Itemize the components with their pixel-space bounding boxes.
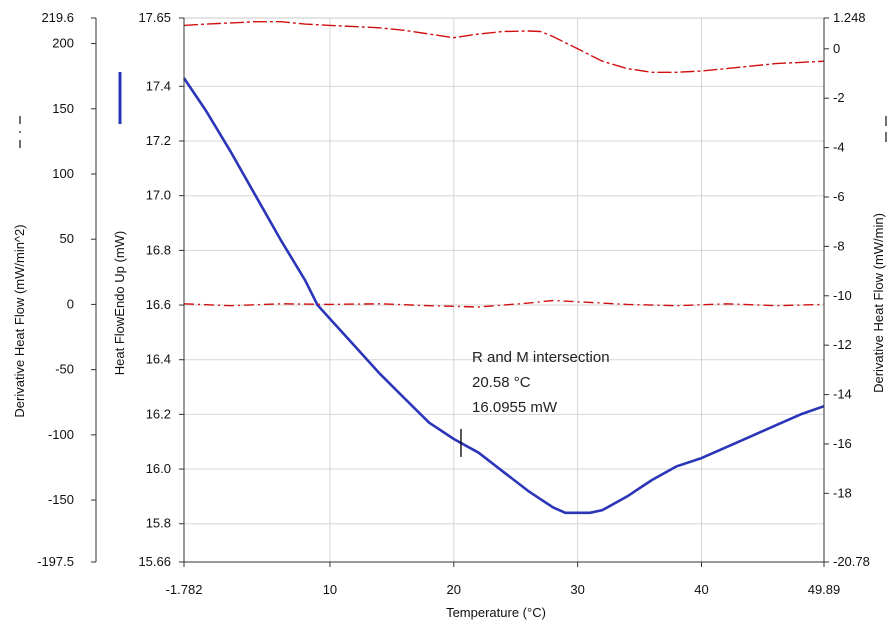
series-line-heat_flow: [182, 77, 825, 515]
heat-flow-tick-label: 16.8: [146, 242, 171, 257]
series-line-deriv_min: [183, 21, 825, 74]
y-axis-title-derivative-min2: Derivative Heat Flow (mW/min^2): [12, 224, 27, 417]
annotation-line-1: R and M intersection: [472, 349, 610, 366]
x-tick-label: -1.782: [166, 582, 203, 597]
derivative-min2-tick-label: 50: [60, 231, 74, 246]
derivative-min-tick-label: -14: [833, 387, 852, 402]
annotation-line-3: 16.0955 mW: [472, 399, 558, 416]
heat-flow-tick-label: 17.2: [146, 133, 171, 148]
heat-flow-tick-label: 17.4: [146, 78, 171, 93]
derivative-min2-tick-label: -100: [48, 427, 74, 442]
heat-flow-tick-label: 16.0: [146, 461, 171, 476]
heat-flow-tick-label: 17.65: [138, 10, 171, 25]
derivative-min-tick-label: 0: [833, 41, 840, 56]
derivative-min-tick-label: -8: [833, 238, 845, 253]
heat-flow-tick-label: 17.0: [146, 188, 171, 203]
derivative-min-tick-label: -12: [833, 337, 852, 352]
heat-flow-tick-label: 16.6: [146, 297, 171, 312]
axes: [91, 17, 829, 567]
derivative-min2-tick-label: 0: [67, 296, 74, 311]
derivative-min-tick-label: -20.78: [833, 554, 870, 569]
tick-labels: -1.782 10 20 30 40 49.89 15.66 15.8 16.0 16.2 16.4…: [37, 10, 870, 597]
derivative-min2-tick-label: -150: [48, 492, 74, 507]
x-tick-label: 30: [570, 582, 584, 597]
x-tick-label: 10: [323, 582, 337, 597]
derivative-min-tick-label: -16: [833, 436, 852, 451]
derivative-min-tick-label: 1.248: [833, 10, 866, 25]
derivative-min-tick-label: -18: [833, 485, 852, 500]
y-axis-title-derivative-min: Derivative Heat Flow (mW/min): [871, 213, 886, 393]
x-axis-title: Temperature (°C): [446, 605, 546, 620]
derivative-min-tick-label: -4: [833, 140, 845, 155]
annotation-line-2: 20.58 °C: [472, 374, 531, 391]
grid: [183, 17, 825, 563]
derivative-min2-tick-label: -50: [55, 362, 74, 377]
x-tick-label: 20: [447, 582, 461, 597]
derivative-min2-tick-label: 200: [52, 36, 74, 51]
derivative-min2-tick-label: 150: [52, 101, 74, 116]
derivative-min2-tick-label: 219.6: [41, 10, 74, 25]
derivative-min2-tick-label: 100: [52, 166, 74, 181]
legend-swatch-dashdot-dot: [19, 131, 21, 133]
x-tick-label: 40: [694, 582, 708, 597]
x-tick-label: 49.89: [808, 582, 841, 597]
heat-flow-tick-label: 15.8: [146, 516, 171, 531]
heat-flow-tick-label: 15.66: [138, 554, 171, 569]
derivative-min-tick-label: -6: [833, 189, 845, 204]
derivative-min2-tick-label: -197.5: [37, 554, 74, 569]
series-layer: [182, 21, 825, 515]
series-line-deriv_min2: [183, 299, 825, 308]
annotation: R and M intersection 20.58 °C 16.0955 mW: [460, 349, 610, 457]
plot-frame: [183, 17, 825, 563]
heat-flow-tick-label: 16.4: [146, 352, 171, 367]
heat-flow-tick-label: 16.2: [146, 406, 171, 421]
y-axis-title-heat-flow: Heat FlowEndo Up (mW): [112, 231, 127, 375]
derivative-min-tick-label: -2: [833, 90, 845, 105]
derivative-min-tick-label: -10: [833, 288, 852, 303]
